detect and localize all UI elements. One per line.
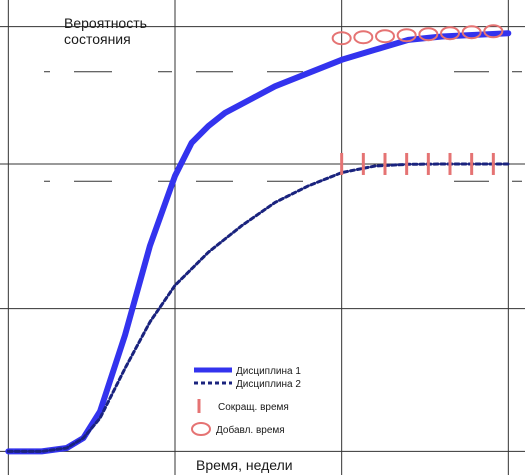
legend-label-added-time: Добавл. время [216, 424, 285, 436]
marker-circle-5 [440, 26, 460, 41]
x-axis-label: Время, недели [196, 457, 293, 473]
marker-circle-2 [375, 29, 395, 44]
legend-label-discipline-1: Дисциплина 1 [236, 366, 301, 377]
marker-circle-0 [331, 31, 352, 46]
marker-circle-6 [461, 25, 482, 40]
y-axis-label-line-1: Вероятность [64, 15, 147, 31]
legend-label-shortened-time: Сокращ. время [218, 402, 289, 413]
legend-swatch-added-time [191, 422, 211, 436]
series-line-2 [6, 162, 510, 453]
legend: Дисциплина 1 Дисциплина 2 Сокращ. время … [191, 366, 301, 436]
y-axis-label-line-2: состояния [64, 31, 131, 47]
markers-layer [331, 24, 504, 175]
marker-circle-3 [396, 28, 417, 43]
legend-label-discipline-2: Дисциплина 2 [236, 379, 301, 390]
marker-circle-4 [418, 27, 439, 42]
horizontal-dash-marks [44, 71, 522, 182]
marker-circle-7 [483, 24, 504, 39]
marker-circle-1 [353, 30, 374, 45]
